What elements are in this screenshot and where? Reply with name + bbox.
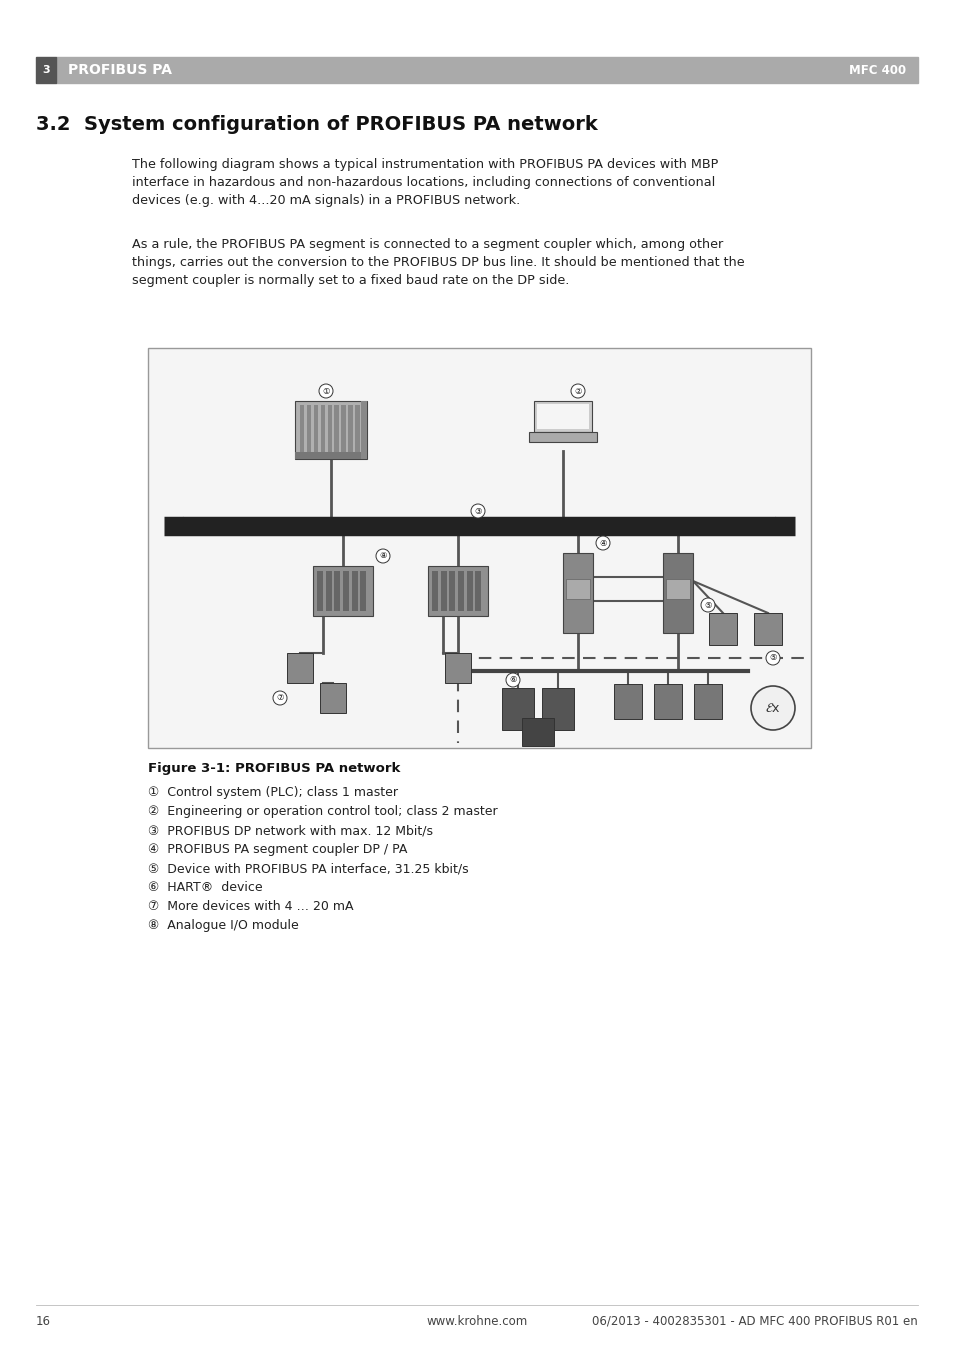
Bar: [352, 571, 357, 611]
Bar: [148, 349, 810, 748]
Bar: [307, 405, 311, 455]
Circle shape: [375, 549, 390, 563]
Bar: [501, 688, 534, 730]
Text: ①: ①: [322, 386, 330, 396]
Bar: [299, 405, 304, 455]
Bar: [693, 684, 721, 719]
Bar: [449, 571, 455, 611]
Bar: [457, 571, 463, 611]
Text: www.krohne.com: www.krohne.com: [426, 1315, 527, 1328]
Text: ②: ②: [574, 386, 581, 396]
Bar: [565, 580, 589, 598]
Bar: [327, 405, 332, 455]
Text: 16: 16: [36, 1315, 51, 1328]
Bar: [320, 405, 325, 455]
Bar: [432, 571, 437, 611]
Text: 06/2013 - 4002835301 - AD MFC 400 PROFIBUS R01 en: 06/2013 - 4002835301 - AD MFC 400 PROFIB…: [592, 1315, 917, 1328]
Text: ⑥  HART®  device: ⑥ HART® device: [148, 881, 262, 894]
Bar: [665, 580, 689, 598]
Text: ③: ③: [474, 507, 481, 516]
Bar: [355, 405, 359, 455]
Circle shape: [750, 686, 794, 730]
Text: $\mathcal{E}$x: $\mathcal{E}$x: [764, 701, 781, 715]
Bar: [294, 453, 367, 459]
Text: ④  PROFIBUS PA segment coupler DP / PA: ④ PROFIBUS PA segment coupler DP / PA: [148, 843, 407, 857]
Circle shape: [596, 536, 609, 550]
Bar: [287, 653, 313, 684]
Text: ⑤  Device with PROFIBUS PA interface, 31.25 kbit/s: ⑤ Device with PROFIBUS PA interface, 31.…: [148, 862, 468, 875]
Bar: [654, 684, 681, 719]
Text: Figure 3-1: PROFIBUS PA network: Figure 3-1: PROFIBUS PA network: [148, 762, 400, 775]
Bar: [466, 571, 473, 611]
Bar: [541, 688, 574, 730]
Bar: [348, 405, 353, 455]
Text: ⑦: ⑦: [276, 693, 283, 703]
Bar: [335, 405, 338, 455]
Text: 3.2  System configuration of PROFIBUS PA network: 3.2 System configuration of PROFIBUS PA …: [36, 115, 598, 134]
Bar: [56, 57, 917, 82]
Circle shape: [471, 504, 484, 517]
Bar: [440, 571, 446, 611]
Text: ⑧: ⑧: [379, 551, 386, 561]
Bar: [562, 553, 593, 634]
Text: ③  PROFIBUS DP network with max. 12 Mbit/s: ③ PROFIBUS DP network with max. 12 Mbit/…: [148, 824, 433, 838]
Text: ⑤: ⑤: [768, 654, 776, 662]
Text: PROFIBUS PA: PROFIBUS PA: [68, 63, 172, 77]
Circle shape: [571, 384, 584, 399]
Bar: [325, 571, 332, 611]
Bar: [708, 613, 737, 644]
Bar: [444, 653, 471, 684]
Bar: [614, 684, 641, 719]
Text: MFC 400: MFC 400: [848, 63, 905, 77]
Bar: [360, 401, 367, 459]
Bar: [360, 571, 366, 611]
Bar: [319, 684, 346, 713]
Text: ④: ④: [598, 539, 606, 547]
Bar: [428, 566, 488, 616]
Bar: [314, 405, 318, 455]
Bar: [475, 571, 481, 611]
Bar: [537, 404, 588, 430]
Bar: [316, 571, 323, 611]
Bar: [341, 405, 345, 455]
Text: The following diagram shows a typical instrumentation with PROFIBUS PA devices w: The following diagram shows a typical in…: [132, 158, 718, 207]
Bar: [534, 401, 592, 432]
Bar: [294, 401, 367, 459]
Text: 3: 3: [42, 65, 50, 76]
Text: As a rule, the PROFIBUS PA segment is connected to a segment coupler which, amon: As a rule, the PROFIBUS PA segment is co…: [132, 238, 744, 286]
Bar: [529, 432, 597, 442]
Text: ⑧  Analogue I/O module: ⑧ Analogue I/O module: [148, 919, 298, 932]
Bar: [521, 717, 554, 746]
Text: ⑤: ⑤: [703, 600, 711, 609]
Bar: [36, 57, 56, 82]
Bar: [753, 613, 781, 644]
Bar: [343, 571, 349, 611]
Circle shape: [273, 690, 287, 705]
Text: ⑥: ⑥: [509, 676, 517, 685]
Circle shape: [765, 651, 780, 665]
Bar: [313, 566, 373, 616]
Bar: [334, 571, 340, 611]
Circle shape: [318, 384, 333, 399]
Circle shape: [505, 673, 519, 688]
Text: ⑦  More devices with 4 … 20 mA: ⑦ More devices with 4 … 20 mA: [148, 900, 354, 913]
Text: ①  Control system (PLC); class 1 master: ① Control system (PLC); class 1 master: [148, 786, 397, 798]
Text: ②  Engineering or operation control tool; class 2 master: ② Engineering or operation control tool;…: [148, 805, 497, 817]
Circle shape: [700, 598, 714, 612]
Bar: [662, 553, 692, 634]
